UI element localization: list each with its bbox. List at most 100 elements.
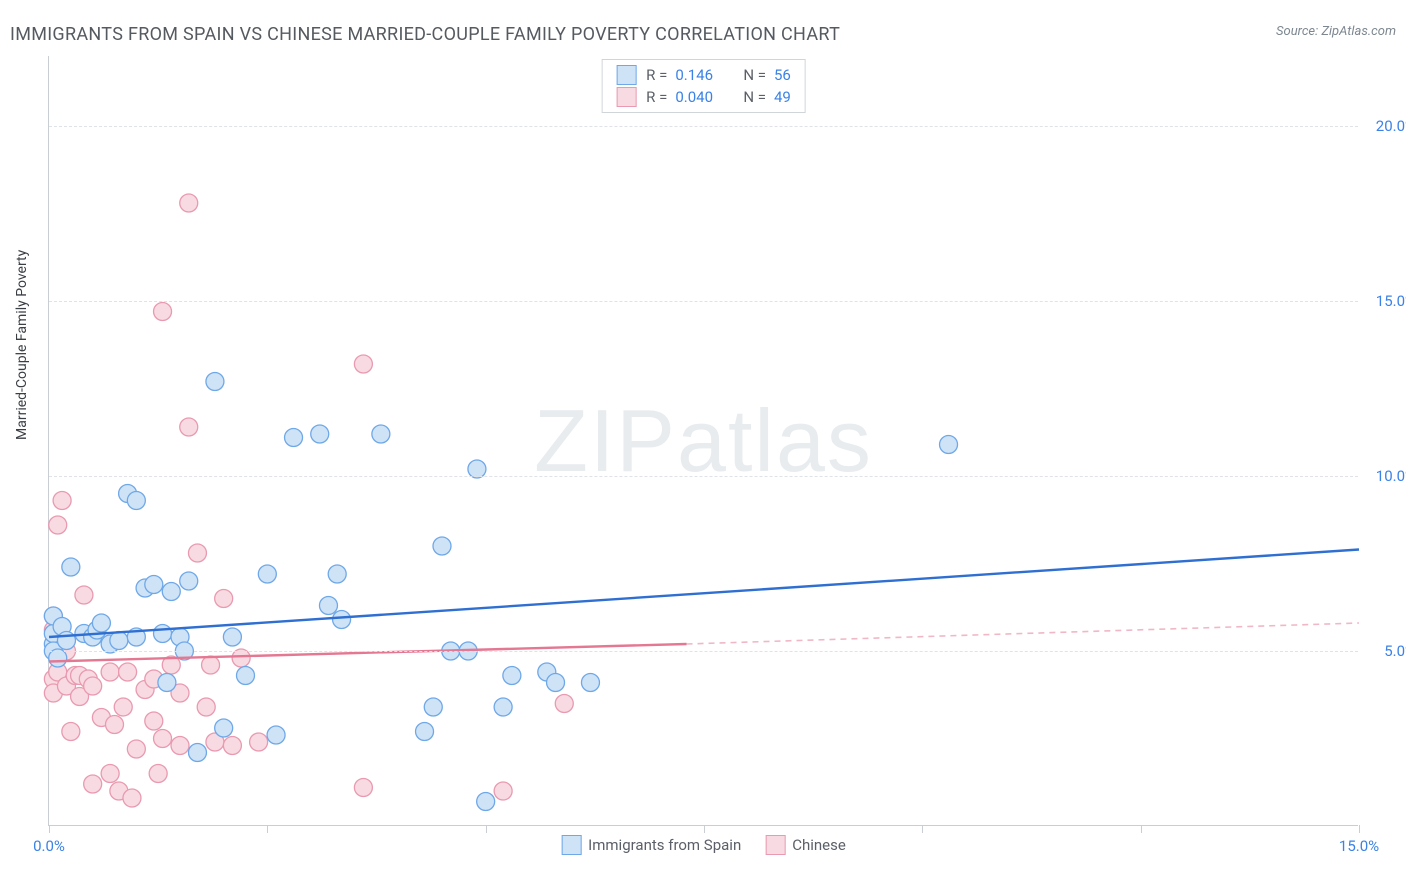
- data-point-spain: [145, 576, 163, 594]
- x-tick: [1359, 825, 1360, 833]
- data-point-chinese: [62, 723, 80, 741]
- trendline-chinese: [49, 644, 687, 662]
- y-tick-label: 5.0%: [1384, 642, 1406, 660]
- data-point-spain: [547, 674, 565, 692]
- data-point-spain: [215, 719, 233, 737]
- data-point-chinese: [49, 516, 67, 534]
- legend-item-chinese: Chinese: [765, 835, 846, 855]
- r-value-spain: 0.146: [675, 66, 725, 84]
- data-point-chinese: [114, 698, 132, 716]
- y-axis-label: Married-Couple Family Poverty: [14, 250, 30, 440]
- gridline: [49, 301, 1358, 302]
- data-point-chinese: [215, 590, 233, 608]
- data-point-chinese: [53, 492, 71, 510]
- data-point-chinese: [75, 586, 93, 604]
- swatch-spain: [616, 65, 636, 85]
- data-point-spain: [285, 429, 303, 447]
- swatch-chinese: [616, 87, 636, 107]
- series-legend: Immigrants from Spain Chinese: [561, 835, 846, 855]
- data-point-chinese: [250, 733, 268, 751]
- x-tick: [704, 825, 705, 833]
- data-point-spain: [223, 628, 241, 646]
- data-point-spain: [494, 698, 512, 716]
- y-tick-label: 15.0%: [1376, 292, 1406, 310]
- data-point-spain: [180, 572, 198, 590]
- r-value-chinese: 0.040: [675, 88, 725, 106]
- swatch-chinese: [765, 835, 785, 855]
- data-point-chinese: [223, 737, 241, 755]
- data-point-chinese: [127, 740, 145, 758]
- data-point-spain: [162, 583, 180, 601]
- data-point-chinese: [180, 194, 198, 212]
- data-point-spain: [62, 558, 80, 576]
- legend-item-spain: Immigrants from Spain: [561, 835, 741, 855]
- data-point-chinese: [197, 698, 215, 716]
- data-point-chinese: [202, 656, 220, 674]
- data-point-spain: [333, 611, 351, 629]
- data-point-spain: [258, 565, 276, 583]
- data-point-chinese: [123, 789, 141, 807]
- gridline: [49, 126, 1358, 127]
- legend-row-chinese: R = 0.040 N = 49: [616, 86, 791, 108]
- data-point-spain: [424, 698, 442, 716]
- correlation-legend: R = 0.146 N = 56 R = 0.040 N = 49: [601, 59, 806, 113]
- data-point-spain: [110, 632, 128, 650]
- legend-label-chinese: Chinese: [792, 836, 846, 854]
- data-point-chinese: [145, 712, 163, 730]
- data-point-chinese: [494, 782, 512, 800]
- n-value-chinese: 49: [774, 88, 791, 106]
- chart-plot-area: ZIPatlas R = 0.146 N = 56 R = 0.040 N = …: [48, 56, 1358, 826]
- data-point-chinese: [149, 765, 167, 783]
- data-point-chinese: [555, 695, 573, 713]
- data-point-spain: [154, 625, 172, 643]
- data-point-chinese: [154, 303, 172, 321]
- data-point-spain: [416, 723, 434, 741]
- data-point-chinese: [84, 775, 102, 793]
- data-point-chinese: [101, 663, 119, 681]
- data-point-spain: [267, 726, 285, 744]
- data-point-spain: [581, 674, 599, 692]
- data-point-spain: [311, 425, 329, 443]
- data-point-spain: [127, 492, 145, 510]
- gridline: [49, 651, 1358, 652]
- x-tick: [49, 825, 50, 833]
- data-point-spain: [503, 667, 521, 685]
- data-point-spain: [237, 667, 255, 685]
- x-tick-label: 0.0%: [33, 837, 65, 855]
- data-point-spain: [433, 537, 451, 555]
- data-point-spain: [92, 614, 110, 632]
- chart-title: IMMIGRANTS FROM SPAIN VS CHINESE MARRIED…: [10, 24, 840, 45]
- trendline-spain: [49, 550, 1359, 638]
- x-tick: [922, 825, 923, 833]
- swatch-spain: [561, 835, 581, 855]
- data-point-chinese: [106, 716, 124, 734]
- data-point-chinese: [101, 765, 119, 783]
- source-name: ZipAtlas.com: [1321, 24, 1396, 39]
- data-point-chinese: [84, 677, 102, 695]
- data-point-spain: [319, 597, 337, 615]
- n-label: N =: [743, 66, 766, 84]
- data-point-spain: [477, 793, 495, 811]
- data-point-spain: [372, 425, 390, 443]
- trendline-chinese-extrapolated: [687, 623, 1359, 644]
- data-point-chinese: [180, 418, 198, 436]
- data-point-chinese: [171, 737, 189, 755]
- legend-row-spain: R = 0.146 N = 56: [616, 64, 791, 86]
- data-point-chinese: [354, 779, 372, 797]
- x-tick: [267, 825, 268, 833]
- r-label: R =: [646, 88, 667, 106]
- n-label: N =: [743, 88, 766, 106]
- data-point-spain: [57, 632, 75, 650]
- data-point-spain: [940, 436, 958, 454]
- legend-label-spain: Immigrants from Spain: [588, 836, 741, 854]
- data-point-chinese: [188, 544, 206, 562]
- data-point-chinese: [354, 355, 372, 373]
- source-prefix: Source:: [1276, 24, 1321, 39]
- gridline: [49, 476, 1358, 477]
- y-tick-label: 10.0%: [1376, 467, 1406, 485]
- data-point-spain: [158, 674, 176, 692]
- x-tick: [486, 825, 487, 833]
- n-value-spain: 56: [774, 66, 791, 84]
- source-attribution: Source: ZipAtlas.com: [1276, 24, 1396, 39]
- y-tick-label: 20.0%: [1376, 117, 1406, 135]
